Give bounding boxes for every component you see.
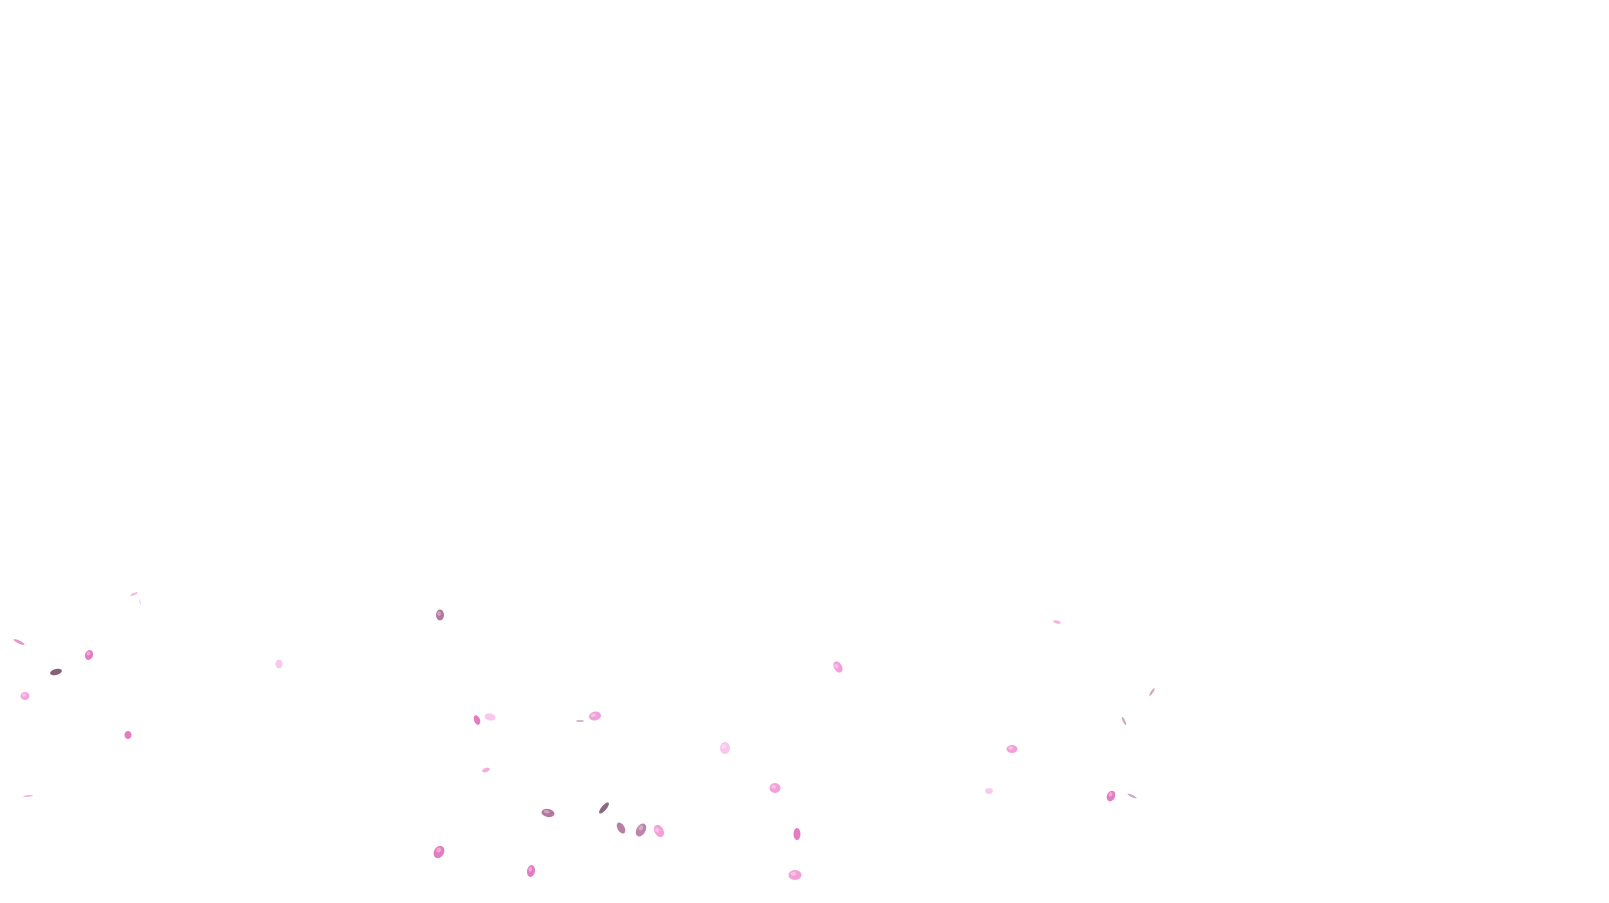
petal-5	[50, 668, 62, 676]
petal-highlight-23	[721, 744, 726, 749]
petal-highlight-21	[436, 847, 442, 853]
petal-25	[793, 828, 801, 840]
petal-18	[616, 822, 626, 834]
petal-highlight-15	[590, 713, 597, 717]
petal-31	[1149, 688, 1155, 696]
petal-highlight-20	[655, 827, 660, 833]
petal-4	[84, 650, 94, 660]
petal-32	[1121, 716, 1127, 726]
petal-1	[130, 592, 138, 596]
petal-3	[13, 639, 25, 645]
petal-11	[473, 715, 481, 725]
petal-15	[589, 711, 601, 721]
petal-highlight-22	[528, 866, 533, 872]
petal-highlight-4	[86, 651, 91, 656]
petal-21	[433, 845, 445, 859]
petal-highlight-16	[543, 810, 550, 814]
petal-13	[482, 767, 490, 773]
petal-29	[1006, 745, 1018, 753]
petal-highlight-29	[1008, 746, 1014, 750]
petal-highlight-33	[1108, 792, 1113, 797]
petal-highlight-26	[790, 871, 797, 876]
petal-22	[526, 865, 536, 877]
petal-16	[541, 808, 555, 818]
petal-highlight-27	[834, 663, 839, 669]
petal-27	[833, 661, 843, 673]
petal-highlight-19	[638, 825, 644, 831]
petal-30	[985, 788, 993, 794]
petal-6	[20, 692, 30, 700]
petal-33	[1106, 790, 1116, 802]
petal-7	[124, 731, 132, 739]
petal-19	[635, 823, 647, 837]
petal-10	[436, 609, 444, 621]
petal-8	[23, 794, 33, 798]
petal-26	[788, 870, 802, 880]
petal-28	[1053, 620, 1061, 624]
petal-2	[139, 599, 141, 605]
petal-24	[769, 783, 781, 793]
petal-highlight-10	[437, 611, 441, 616]
petal-34	[1127, 793, 1137, 799]
petal-highlight-24	[771, 784, 777, 789]
petal-14	[576, 720, 584, 722]
petal-23	[720, 742, 730, 754]
petal-20	[653, 824, 665, 838]
petal-12	[484, 713, 496, 721]
petal-17	[599, 802, 609, 814]
petal-9	[275, 659, 283, 669]
petal-highlight-6	[21, 693, 26, 697]
